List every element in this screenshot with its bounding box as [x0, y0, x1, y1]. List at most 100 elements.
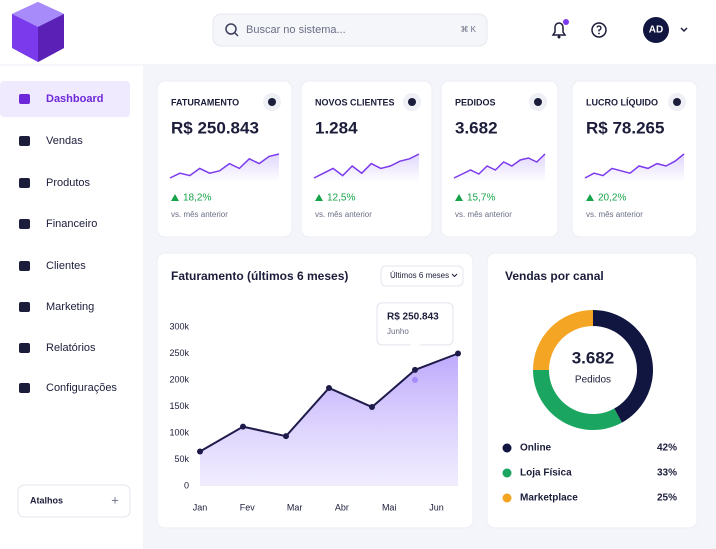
search-box[interactable]: Buscar no sistema... ⌘ K	[212, 13, 488, 47]
nav-item[interactable]: Configurações	[19, 382, 117, 394]
kpi-card	[300, 80, 433, 238]
nav-item[interactable]: Relatórios	[19, 342, 96, 354]
kpi-change: 18,2%	[183, 193, 211, 204]
sparkline	[313, 153, 420, 179]
kpi-card	[440, 80, 559, 238]
nav-item[interactable]: Produtos	[19, 177, 91, 189]
kpi-label: NOVOS CLIENTES	[315, 97, 395, 107]
shortcuts-label: Atalhos	[30, 495, 63, 505]
dropdown-box	[380, 265, 464, 287]
kpi-value: 1.284	[315, 118, 358, 137]
sparkline-area	[314, 154, 419, 182]
nav-icon	[19, 261, 30, 271]
nav-icon	[19, 94, 30, 104]
nav-item[interactable]: Financeiro	[19, 218, 97, 230]
point	[369, 404, 375, 411]
point	[197, 448, 203, 455]
chart-title: Vendas por canal	[505, 269, 604, 283]
y-tick-label: 250k	[169, 348, 189, 358]
nav-label: Relatórios	[46, 342, 96, 354]
dropdown-label: Últimos 6 meses	[390, 271, 449, 280]
filter-dropdown[interactable]: Últimos 6 meses	[380, 265, 464, 287]
user-menu[interactable]: AD	[643, 17, 688, 43]
donut-segment	[533, 370, 622, 430]
legend-label: Marketplace	[520, 493, 578, 504]
shortcuts-action: +	[111, 492, 119, 507]
legend-value: 33%	[657, 468, 677, 479]
sparkline-area	[585, 154, 684, 182]
nav-label: Dashboard	[46, 93, 103, 105]
help[interactable]	[591, 22, 607, 38]
kpi-icon-glyph	[408, 98, 416, 106]
kpi-change: 12,5%	[327, 193, 355, 204]
y-tick-label: 50k	[174, 454, 189, 464]
change-arrow	[455, 194, 463, 201]
shortcuts[interactable]: Atalhos +	[17, 484, 131, 518]
x-tick-label: Jun	[429, 502, 444, 512]
change-arrow	[586, 194, 594, 201]
nav-icon	[19, 343, 30, 353]
nav-item[interactable]: Marketing	[19, 301, 94, 313]
point	[283, 433, 289, 440]
kpi-value: R$ 78.265	[586, 118, 664, 137]
change-arrow	[315, 194, 323, 201]
kpi-card	[156, 80, 293, 238]
kpi-icon-glyph	[268, 98, 276, 106]
nav-label: Configurações	[46, 382, 117, 394]
tooltip-pointer	[410, 344, 420, 350]
sparkline	[453, 153, 546, 179]
hover-dot	[412, 376, 418, 383]
nav-item[interactable]: Clientes	[19, 260, 86, 272]
nav-item[interactable]: Vendas	[19, 135, 83, 147]
kpi-change: 15,7%	[467, 193, 495, 204]
y-tick-label: 100k	[169, 427, 189, 437]
notifications[interactable]	[551, 19, 569, 39]
nav-label: Produtos	[46, 177, 91, 189]
area	[200, 353, 458, 486]
nav-label: Financeiro	[46, 218, 97, 230]
donut-center-label: Pedidos	[575, 375, 611, 386]
y-tick-label: 200k	[169, 374, 189, 384]
kpi-card	[571, 80, 698, 238]
donut-center-value: 3.682	[572, 348, 615, 367]
legend-value: 42%	[657, 443, 677, 454]
kpi-note: vs. mês anterior	[586, 210, 643, 219]
x-tick-label: Fev	[240, 502, 256, 512]
tooltip: R$ 250.843 Junho	[376, 302, 454, 350]
nav-icon	[19, 136, 30, 146]
point	[412, 366, 418, 373]
nav-icon	[19, 302, 30, 312]
nav-icon	[19, 383, 30, 393]
kpi-value: R$ 250.843	[171, 118, 259, 137]
legend-label: Online	[520, 443, 552, 454]
kpi-value: 3.682	[455, 118, 498, 137]
change-arrow	[171, 194, 179, 201]
kpi-label: LUCRO LÍQUIDO	[586, 97, 658, 107]
legend-dot	[502, 493, 512, 503]
kpi-note: vs. mês anterior	[171, 210, 228, 219]
legend-dot	[502, 443, 512, 453]
legend-dot	[502, 468, 512, 478]
search-shortcut: ⌘ K	[460, 25, 476, 34]
channel-card	[486, 252, 698, 529]
kpi-icon-glyph	[673, 98, 681, 106]
point	[240, 423, 246, 430]
point	[455, 350, 461, 357]
legend-value: 25%	[657, 493, 677, 504]
avatar-initials: AD	[649, 25, 663, 36]
y-tick-label: 0	[184, 480, 189, 490]
donut-segment	[533, 310, 593, 370]
kpi-change: 20,2%	[598, 193, 626, 204]
nav-item[interactable]: Dashboard	[0, 81, 130, 117]
x-tick-label: Mar	[287, 502, 303, 512]
sparkline	[169, 153, 280, 179]
kpi-label: PEDIDOS	[455, 97, 496, 107]
tooltip-box	[376, 302, 454, 346]
nav-active-bg	[0, 81, 130, 117]
legend-label: Loja Física	[520, 468, 572, 479]
sparkline	[584, 153, 685, 179]
tooltip-value: R$ 250.843	[387, 312, 439, 323]
y-tick-label: 300k	[169, 321, 189, 331]
kpi-note: vs. mês anterior	[455, 210, 512, 219]
